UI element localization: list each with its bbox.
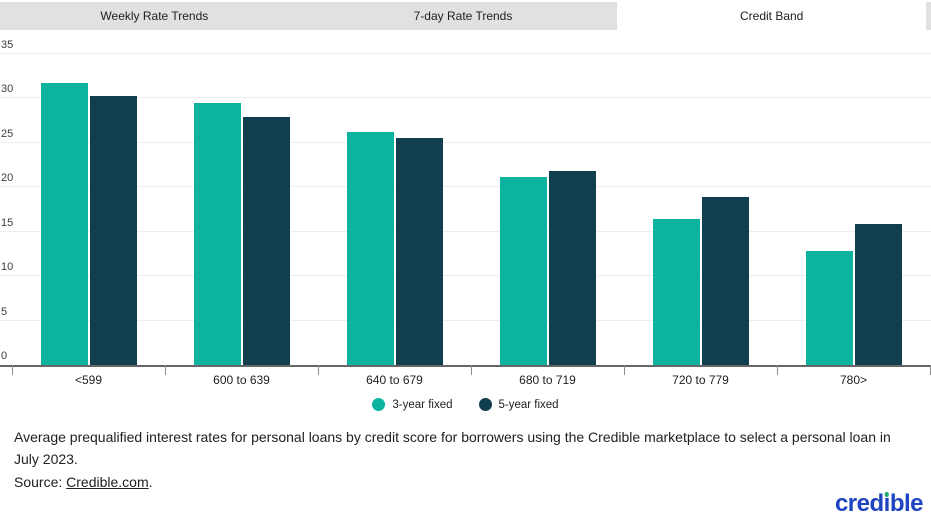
bar-chart: 0 5 10 15 20 25 30 35 <599 600 to 639 640 to 679 6… (0, 40, 931, 411)
x-axis-tick (318, 365, 319, 375)
legend-item-5-year-fixed[interactable]: 5-year fixed (478, 398, 559, 411)
y-axis-tick-label: 25 (1, 127, 14, 140)
y-axis-tick-label: 10 (1, 261, 14, 274)
logo-text-suffix: ble (889, 490, 924, 517)
bar-3-year-fixed-5 (652, 219, 700, 365)
y-axis-tick-label: 5 (1, 305, 8, 318)
source-link[interactable]: Credible.com (66, 473, 149, 490)
bar-3-year-fixed-4 (499, 176, 547, 365)
source-label: Source: (14, 473, 67, 490)
source-suffix: . (148, 473, 153, 490)
x-axis-labels: <599 600 to 639 640 to 679 680 to 719 720 to… (0, 367, 931, 389)
logo-text-prefix: cred (834, 490, 884, 517)
chart-legend: 3-year fixed 5-year fixed (0, 398, 931, 411)
legend-color-dot (372, 398, 386, 411)
bar-5-year-fixed-1 (89, 95, 137, 365)
gridline (0, 275, 931, 277)
x-axis-category-label: 780> (839, 373, 868, 387)
plot-area: 0 5 10 15 20 25 30 35 (0, 40, 931, 375)
bar-3-year-fixed-6 (805, 251, 853, 365)
gridline (0, 53, 931, 54)
x-axis-category-label: 640 to 679 (366, 373, 423, 387)
bar-5-year-fixed-2 (242, 117, 290, 365)
y-axis-tick-label: 15 (1, 216, 14, 229)
legend-label: 3-year fixed (392, 398, 453, 411)
y-axis-tick-label: 0 (1, 350, 8, 362)
gridline (0, 141, 931, 143)
credible-logo: credı ble (834, 490, 924, 517)
x-axis-tick (12, 365, 13, 375)
x-axis-category-label: <599 (74, 373, 103, 387)
tab-7day-rate-trends[interactable]: 7-day Rate Trends (413, 9, 513, 23)
x-axis-category-label: 680 to 719 (519, 373, 576, 387)
legend-item-3-year-fixed[interactable]: 3-year fixed (372, 398, 453, 411)
bar-5-year-fixed-6 (854, 223, 902, 365)
gridline (0, 230, 931, 232)
bar-5-year-fixed-3 (395, 137, 443, 365)
logo-letter-i: ı (883, 490, 891, 517)
gridline (0, 186, 931, 188)
bar-3-year-fixed-2 (193, 102, 241, 365)
caption-text: Average prequalified interest rates for … (14, 429, 891, 468)
x-axis-category-label: 600 to 639 (213, 373, 270, 387)
bar-5-year-fixed-5 (701, 197, 749, 365)
x-axis-tick (777, 365, 778, 375)
x-axis-tick (471, 365, 472, 375)
bar-3-year-fixed-3 (346, 132, 394, 365)
bar-5-year-fixed-4 (548, 171, 596, 365)
tab-credit-band[interactable]: Credit Band (617, 2, 927, 30)
tab-bar: Weekly Rate Trends 7-day Rate Trends Cre… (0, 2, 931, 30)
x-axis-tick (624, 365, 625, 375)
gridline (0, 97, 931, 99)
legend-label: 5-year fixed (498, 398, 559, 411)
x-axis-category-label: 720 to 779 (672, 373, 729, 387)
y-axis-tick-label: 30 (1, 83, 14, 96)
y-axis-tick-label: 35 (1, 39, 14, 51)
gridline (0, 319, 931, 321)
logo-green-dot (884, 492, 889, 497)
tab-weekly-rate-trends[interactable]: Weekly Rate Trends (100, 9, 209, 23)
y-axis-tick-label: 20 (1, 172, 14, 185)
x-axis-tick (165, 365, 166, 375)
legend-color-dot (478, 398, 492, 411)
bar-3-year-fixed-1 (40, 83, 88, 365)
chart-caption: Average prequalified interest rates for … (14, 426, 917, 493)
